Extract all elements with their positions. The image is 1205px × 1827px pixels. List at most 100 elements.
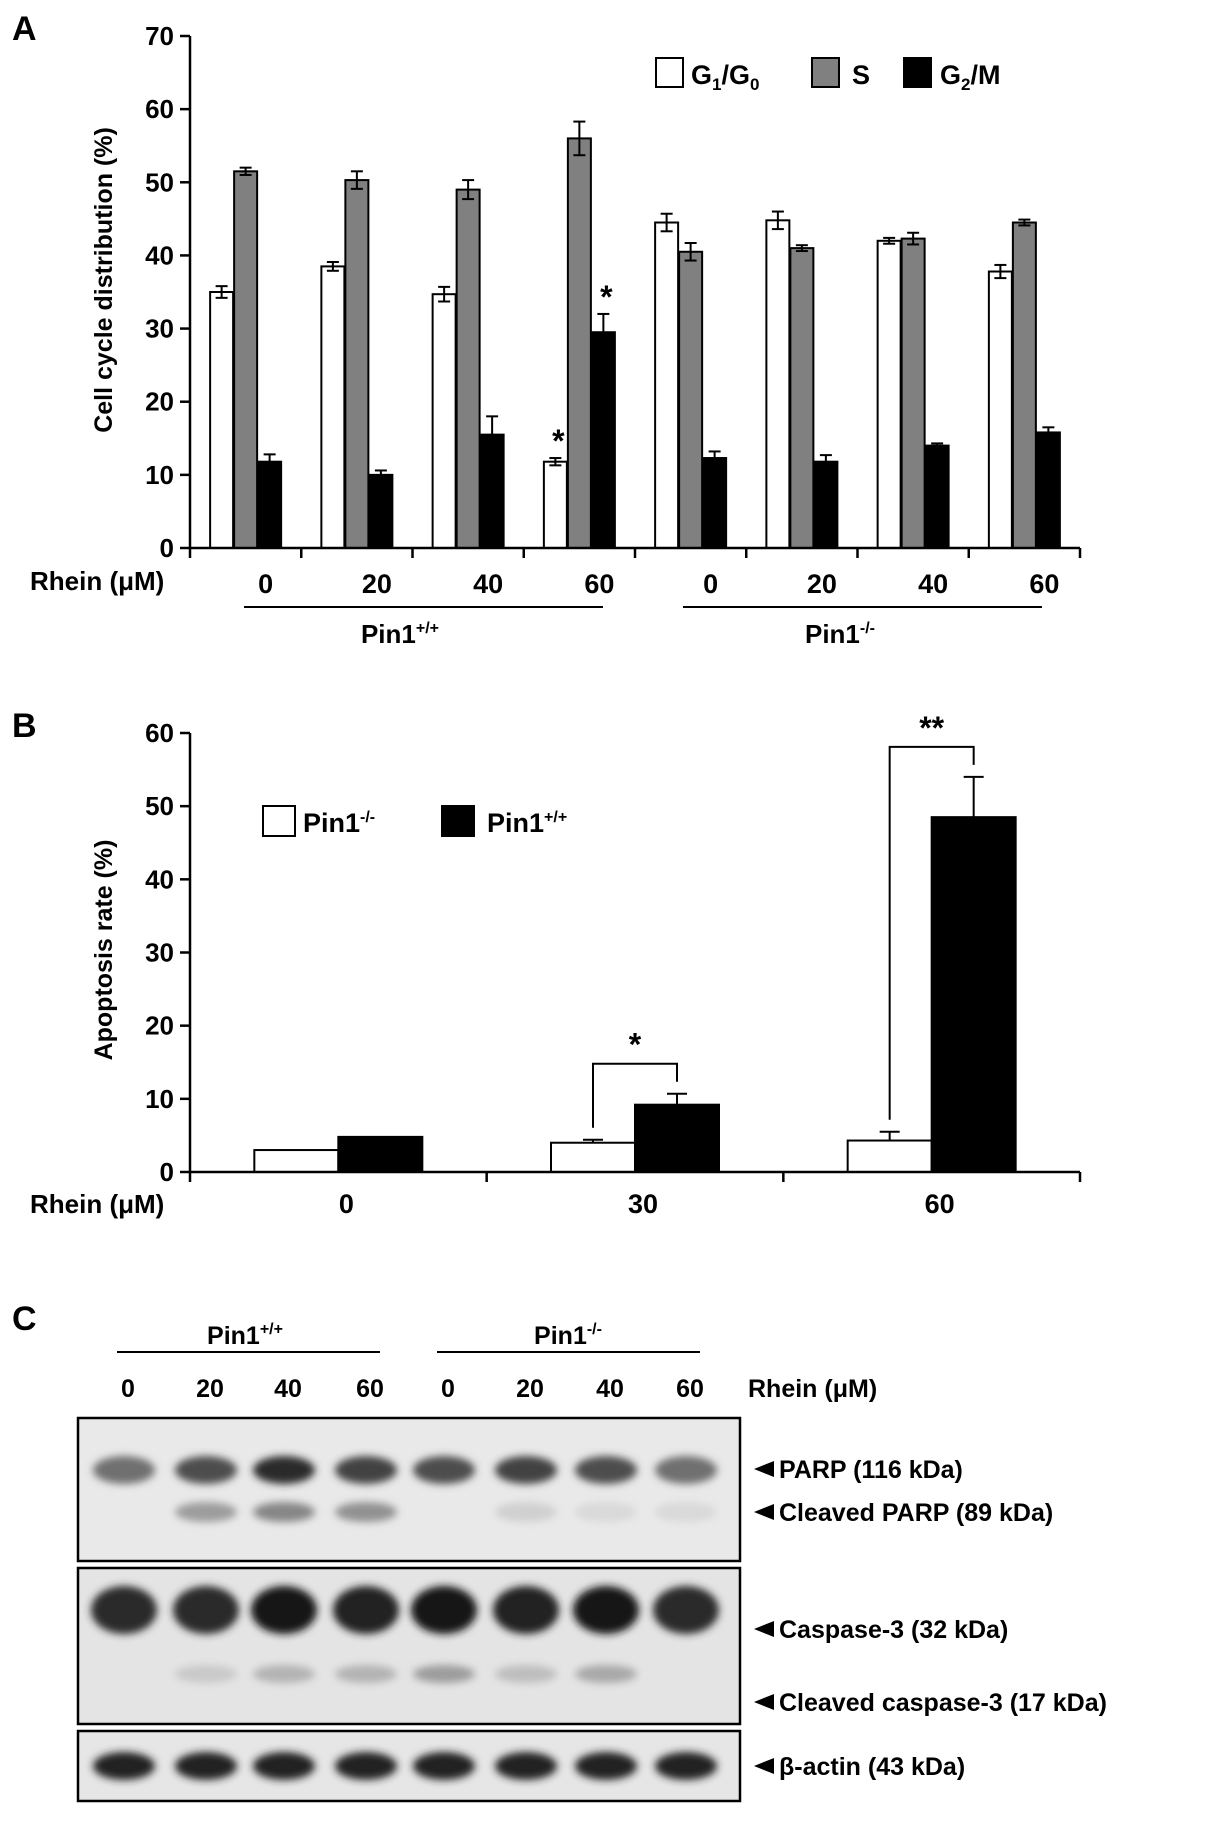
blot-band	[173, 1586, 239, 1634]
panel-a-category-label: 0	[258, 569, 273, 599]
blot-membrane-parp	[76, 1416, 742, 1563]
blot-band	[495, 1752, 557, 1780]
panel-a-category-label: 40	[918, 569, 948, 599]
panel-b-label: B	[12, 707, 37, 745]
panel-b-bar	[253, 1149, 340, 1174]
panel-b-ytick-label: 0	[160, 1157, 174, 1187]
panel-a-bars	[209, 137, 1061, 550]
blot-band	[495, 1502, 557, 1522]
panel-a-bar	[678, 250, 704, 549]
panel-b-bar	[337, 1135, 424, 1174]
panel-a-bar	[590, 331, 616, 549]
blot-band	[253, 1456, 315, 1484]
panel-a: A Cell cycle distribution (%) 0 10 20 30 40 5…	[12, 10, 1082, 649]
panel-a-y-ticks: 0 10 20 30 40 50 60 70	[145, 21, 190, 563]
panel-b-category-labels: 0 30 60	[339, 1189, 955, 1219]
pointer-arrow-icon	[754, 1758, 774, 1774]
panel-b-significance-star: **	[919, 710, 944, 746]
panel-b-ytick-label: 30	[145, 938, 174, 968]
blot-group-label-pin1-wt: Pin1+/+	[207, 1321, 283, 1350]
panel-a-legend: G1/G0 S G2/M	[655, 57, 1000, 94]
panel-a-error-bars	[215, 120, 1055, 481]
blot-band	[253, 1502, 315, 1522]
panel-b-ytick-label: 50	[145, 791, 174, 821]
panel-a-bar	[233, 170, 259, 549]
panel-a-annotations: **	[552, 279, 613, 459]
pointer-arrow-icon	[754, 1504, 774, 1520]
blot-band	[575, 1752, 637, 1780]
blot-lane-label: 40	[596, 1375, 624, 1403]
panel-a-bar	[344, 179, 370, 549]
blot-band	[413, 1752, 475, 1780]
panel-b-ytick-label: 60	[145, 718, 174, 748]
blot-lane-labels: 0 20 40 60 0 20 40 60	[121, 1375, 704, 1403]
legend-label-s: S	[852, 60, 870, 90]
panel-a-significance-star: *	[552, 423, 565, 459]
panel-a-ytick-label: 20	[145, 387, 174, 417]
group-label-pin1-ko: Pin1-/-	[805, 619, 875, 649]
legend-swatch-s	[811, 57, 840, 88]
blot-band	[175, 1752, 237, 1780]
blot-lane-label: 0	[121, 1375, 135, 1403]
panel-a-bar	[566, 137, 592, 549]
panel-a-bar	[924, 444, 950, 550]
panel-a-label: A	[12, 10, 37, 48]
panel-c-label: C	[12, 1300, 37, 1338]
panel-b-bar	[550, 1141, 636, 1173]
panel-a-x-ticks	[188, 548, 1082, 558]
panel-b-ytick-label: 20	[145, 1011, 174, 1041]
blot-marker-label: Cleaved caspase-3 (17 kDa)	[779, 1689, 1107, 1717]
blot-band	[575, 1456, 637, 1484]
blot-band	[413, 1665, 475, 1683]
blot-lanes-header: Rhein (μM)	[748, 1375, 877, 1403]
panel-a-ytick-label: 70	[145, 21, 174, 51]
panel-a-ytick-label: 60	[145, 94, 174, 124]
panel-a-bar	[320, 265, 346, 549]
panel-b-ytick-label: 40	[145, 864, 174, 894]
blot-group-label-pin1-ko: Pin1-/-	[534, 1321, 602, 1350]
legend-label-g2m: G2/M	[940, 60, 1000, 94]
panel-a-ytick-label: 10	[145, 460, 174, 490]
legend-label-g1g0: G1/G0	[691, 60, 759, 94]
panel-c: C Pin1+/+ Pin1-/- 0 20 40 60 0 20 40 60 Rhein (…	[12, 1300, 1107, 1803]
group-label-pin1-wt: Pin1+/+	[361, 619, 439, 649]
panel-a-ylabel: Cell cycle distribution (%)	[90, 127, 118, 433]
pointer-arrow-icon	[754, 1461, 774, 1477]
blot-lane-label: 40	[274, 1375, 302, 1403]
blot-band	[175, 1502, 237, 1522]
panel-a-bar	[257, 460, 283, 550]
blot-marker-label: Cleaved PARP (89 kDa)	[779, 1499, 1053, 1527]
legend-label-pin1-wt: Pin1+/+	[487, 808, 567, 838]
blot-band	[93, 1752, 155, 1780]
panel-b-significance-bracket	[592, 1062, 678, 1128]
blot-band	[335, 1502, 397, 1522]
panel-a-xaxis-label: Rhein (μM)	[30, 566, 164, 596]
panel-b-x-ticks	[188, 1172, 1082, 1182]
blot-band	[333, 1586, 399, 1634]
panel-a-bar	[900, 237, 926, 549]
blot-band	[335, 1665, 397, 1683]
panel-a-bar	[876, 239, 902, 550]
panel-a-bar	[654, 221, 680, 549]
panel-a-bar	[368, 473, 394, 550]
panel-a-ytick-label: 40	[145, 240, 174, 270]
panel-a-bar	[702, 457, 728, 549]
blot-band	[655, 1502, 717, 1522]
panel-a-category-label: 60	[584, 569, 614, 599]
blot-bands	[91, 1456, 719, 1780]
panel-a-bar	[765, 219, 791, 549]
blot-lane-label: 20	[196, 1375, 224, 1403]
blot-band	[175, 1456, 237, 1484]
panel-a-category-label: 40	[473, 569, 503, 599]
panel-b-category-label: 30	[628, 1189, 658, 1219]
panel-a-category-label: 0	[703, 569, 718, 599]
blot-band	[93, 1456, 155, 1484]
panel-a-significance-star: *	[600, 279, 613, 315]
panel-a-category-labels: 0 20 40 60 0 20 40 60	[258, 569, 1059, 599]
blot-band	[495, 1456, 557, 1484]
panel-b-category-label: 60	[925, 1189, 955, 1219]
blot-band	[91, 1586, 157, 1634]
blot-band	[573, 1586, 639, 1634]
panel-b-significance-star: *	[629, 1027, 642, 1063]
